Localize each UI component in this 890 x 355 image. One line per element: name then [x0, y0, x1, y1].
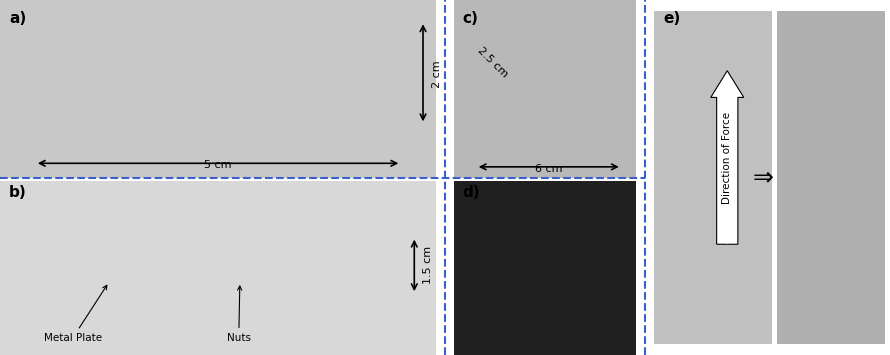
Text: a): a) [9, 11, 26, 26]
Text: ⇒: ⇒ [753, 165, 773, 190]
Text: e): e) [663, 11, 680, 26]
Text: 1.5 cm: 1.5 cm [423, 246, 433, 284]
Text: b): b) [9, 185, 27, 200]
Text: d): d) [463, 185, 481, 200]
FancyArrow shape [711, 71, 744, 244]
Text: Nuts: Nuts [227, 286, 251, 343]
Text: 2.5 cm: 2.5 cm [476, 45, 510, 79]
Text: 6 cm: 6 cm [535, 164, 562, 174]
Text: 5 cm: 5 cm [205, 160, 231, 170]
Text: c): c) [463, 11, 479, 26]
Text: 2 cm: 2 cm [432, 61, 441, 88]
Text: Direction of Force: Direction of Force [723, 111, 732, 203]
Text: Metal Plate: Metal Plate [44, 285, 107, 343]
